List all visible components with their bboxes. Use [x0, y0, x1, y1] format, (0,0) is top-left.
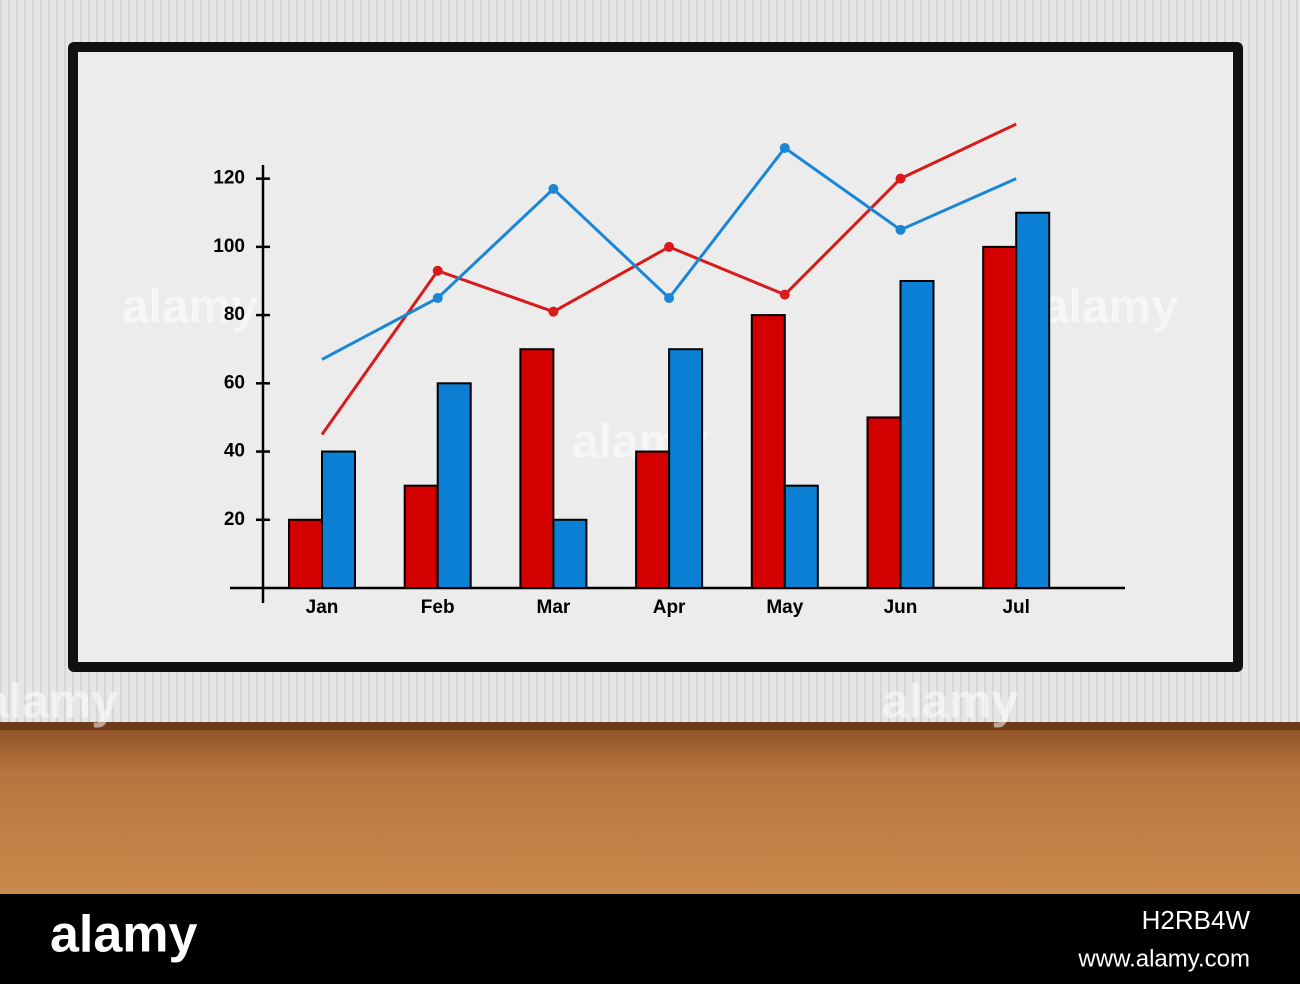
bar [899, 279, 935, 589]
chart: 20 40 60 80 100 120 Jan Feb Mar Apr May Jun Jul [213, 122, 1125, 618]
x-tick-label: Feb [421, 597, 455, 618]
y-tick-label: 40 [224, 441, 245, 462]
y-tick-label: 120 [213, 168, 245, 189]
bar [783, 484, 819, 589]
line-point [664, 241, 675, 252]
bar [866, 416, 902, 589]
y-tick-label: 80 [224, 304, 245, 325]
y-tick-label: 100 [213, 236, 245, 257]
bar [552, 518, 588, 589]
line-point [895, 224, 906, 235]
x-tick-label: May [766, 597, 803, 618]
bar [982, 245, 1018, 589]
x-tick-label: Jan [306, 597, 339, 618]
bar [635, 450, 671, 590]
y-tick-label: 60 [224, 372, 245, 393]
bar [288, 518, 323, 589]
baseboard [0, 722, 1300, 730]
bar [403, 484, 439, 589]
image-id: H2RB4W [1142, 905, 1251, 935]
bar [519, 348, 555, 590]
line-point [664, 293, 675, 304]
bar [668, 348, 704, 590]
watermark: alamy [0, 676, 118, 729]
bar [321, 450, 356, 590]
bar [750, 314, 786, 589]
x-tick-label: Jun [884, 597, 918, 618]
x-tick-label: Mar [537, 597, 571, 618]
line-point [432, 293, 443, 304]
x-tick-label: Apr [653, 597, 686, 618]
y-tick-label: 20 [224, 509, 245, 530]
bar [436, 382, 472, 589]
watermark: alamy [122, 281, 258, 334]
footer-bar [0, 894, 1300, 984]
line-point [548, 306, 559, 317]
line-point [548, 183, 559, 194]
line-point [432, 265, 443, 276]
brand: alamy [50, 906, 198, 964]
watermark: alamy [882, 676, 1018, 729]
line-point [895, 173, 906, 184]
x-tick-label: Jul [1002, 597, 1029, 618]
url: www.alamy.com [1077, 945, 1250, 972]
line-point [779, 289, 790, 300]
line-point [779, 142, 790, 153]
floor [0, 722, 1300, 894]
watermark: alamy [1042, 281, 1178, 334]
bar [1015, 211, 1051, 590]
